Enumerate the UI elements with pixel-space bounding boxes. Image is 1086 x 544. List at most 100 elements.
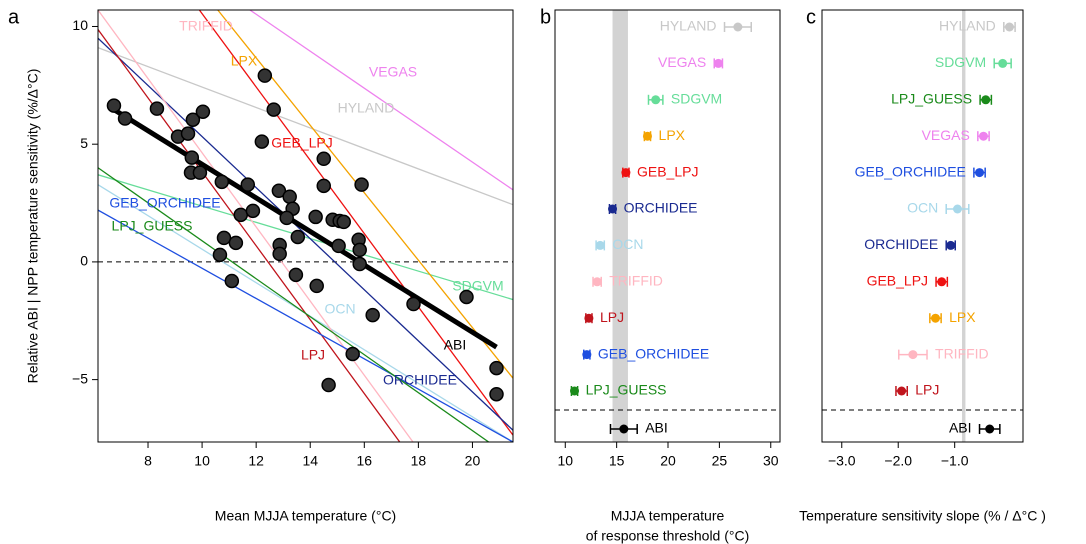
row-label: VEGAS [658,54,706,70]
data-point [308,209,323,225]
row-label: LPJ [915,382,939,398]
row-label: LPJ_GUESS [891,91,972,107]
data-point [336,214,352,230]
x-tick-label: 12 [248,453,264,469]
reference-band [612,10,628,442]
x-tick-label: 25 [712,453,728,469]
line-label: GEB_LPJ [271,135,332,151]
dot [937,277,947,287]
data-point [185,112,201,127]
row-label: ABI [949,420,972,436]
data-point [288,267,304,283]
row-label: LPJ [600,309,624,325]
data-point [354,177,369,192]
x-tick-label: 20 [660,453,676,469]
row-label: SDGVM [671,91,722,107]
row-label: ABI [645,420,668,436]
regression-line [217,10,513,379]
dot [619,424,629,434]
dot [621,168,631,178]
row-label: LPX [949,309,976,325]
x-tick-label: −3.0 [828,453,856,469]
data-point [214,174,230,190]
data-point [272,246,287,262]
regression-line [98,37,513,431]
row-label: GEB_LPJ [637,163,698,179]
x-axis-label: MJJA temperature [611,508,725,524]
x-tick-label: 16 [357,453,373,469]
data-point [271,183,287,199]
y-axis-label: Relative ABI | NPP temperature sensitivi… [25,69,41,384]
dot [908,350,918,360]
x-tick-label: 8 [144,453,152,469]
line-label: HYLAND [338,100,395,116]
x-axis-label: Temperature sensitivity slope (% / Δ°C ) [799,508,1046,524]
panel-label: c [806,6,816,28]
row-label: ORCHIDEE [864,236,938,252]
dot [582,350,592,360]
y-tick-label: 0 [80,253,88,269]
line-label: SDGVM [452,278,503,294]
row-label: SDGVM [935,54,986,70]
dot [1004,22,1014,32]
x-axis-label: Mean MJJA temperature (°C) [215,508,396,524]
y-tick-label: −5 [72,370,88,386]
data-point [117,111,133,126]
line-label: LPX [231,53,258,69]
x-tick-label: −1.0 [941,453,969,469]
data-point [489,386,504,402]
regression-line [98,174,513,301]
dot [985,424,995,434]
data-point [180,126,196,141]
row-label: OCN [907,200,938,216]
data-point [345,346,360,362]
dot [651,95,661,105]
plot-frame [821,9,1024,443]
x-tick-label: 20 [465,453,481,469]
x-tick-label: 15 [609,453,625,469]
dot [975,168,985,178]
data-point [195,104,211,119]
plot-frame [97,9,514,443]
x-tick-label: 10 [194,453,210,469]
dot [930,313,940,323]
line-label: LPJ [301,347,325,363]
dot [570,386,580,396]
data-point [212,247,228,263]
data-point [245,203,261,219]
data-point [233,207,248,223]
dot [642,131,652,141]
plot-frame [554,9,781,443]
data-point [192,165,208,180]
data-point [224,273,240,289]
row-label: LPX [659,127,686,143]
line-label: LPJ_GUESS [112,218,193,234]
x-tick-label: 18 [411,453,427,469]
dot [595,240,605,250]
dot [946,240,956,250]
row-label: LPJ_GUESS [586,382,667,398]
y-tick-label: 5 [80,135,88,151]
regression-line [98,29,401,442]
line-label: TRIFFID [179,18,233,34]
data-point [106,98,122,113]
x-axis-label: of response threshold (°C) [586,528,750,544]
data-point [149,101,165,116]
row-label: ORCHIDEE [624,200,698,216]
regression-line [98,167,490,442]
row-label: OCN [612,236,643,252]
x-tick-label: 14 [302,453,318,469]
data-point [321,377,336,393]
dot [584,313,594,323]
lines-group [98,10,513,442]
x-tick-label: −2.0 [884,453,912,469]
data-point [316,178,331,194]
regression-line [198,10,513,436]
line-label: OCN [324,301,355,317]
data-point [406,296,421,312]
row-label: GEB_ORCHIDEE [598,345,709,361]
data-point [352,256,367,272]
dot [953,204,963,214]
data-point [240,177,256,192]
